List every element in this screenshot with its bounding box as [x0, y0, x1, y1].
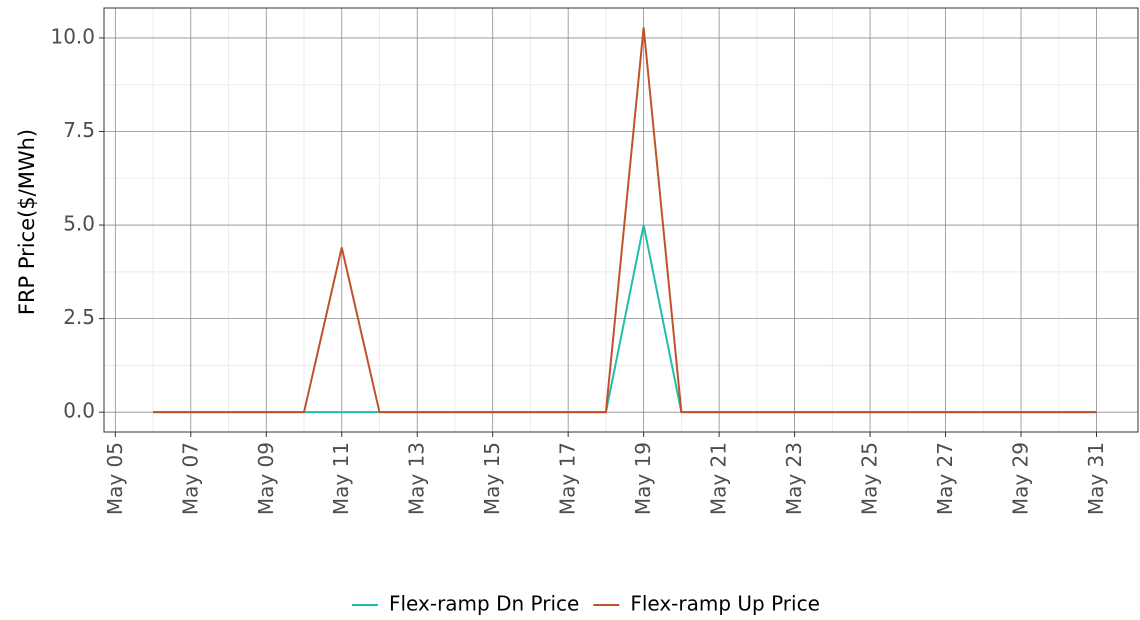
x-tick-label: May 15: [480, 442, 504, 515]
legend: Flex-ramp Dn Price Flex-ramp Up Price: [352, 592, 820, 616]
x-tick-label: May 21: [707, 442, 731, 515]
x-tick-label: May 31: [1084, 442, 1108, 515]
panel-border: [103, 7, 1139, 433]
legend-label: Flex-ramp Up Price: [630, 592, 820, 616]
x-tick-label: May 19: [631, 442, 655, 515]
x-tick-label: May 09: [254, 442, 278, 515]
y-tick-label: 7.5: [63, 118, 95, 142]
y-axis-title: FRP Price($/MWh): [15, 129, 39, 315]
x-tick-label: May 25: [858, 442, 882, 515]
x-tick-label: May 17: [556, 442, 580, 515]
y-tick-label: 0.0: [63, 399, 95, 423]
x-tick-label: May 05: [103, 442, 127, 515]
y-tick-label: 10.0: [50, 24, 95, 48]
y-tick-label: 2.5: [63, 305, 95, 329]
x-tick-label: May 07: [178, 442, 202, 515]
x-tick-label: May 11: [329, 442, 353, 515]
legend-label: Flex-ramp Dn Price: [389, 592, 579, 616]
x-tick-label: May 29: [1009, 442, 1033, 515]
x-tick-label: May 23: [782, 442, 806, 515]
x-tick-label: May 13: [405, 442, 429, 515]
x-tick-label: May 27: [933, 442, 957, 515]
y-tick-label: 5.0: [63, 212, 95, 236]
panel: [104, 8, 1138, 432]
line: [153, 27, 1097, 414]
